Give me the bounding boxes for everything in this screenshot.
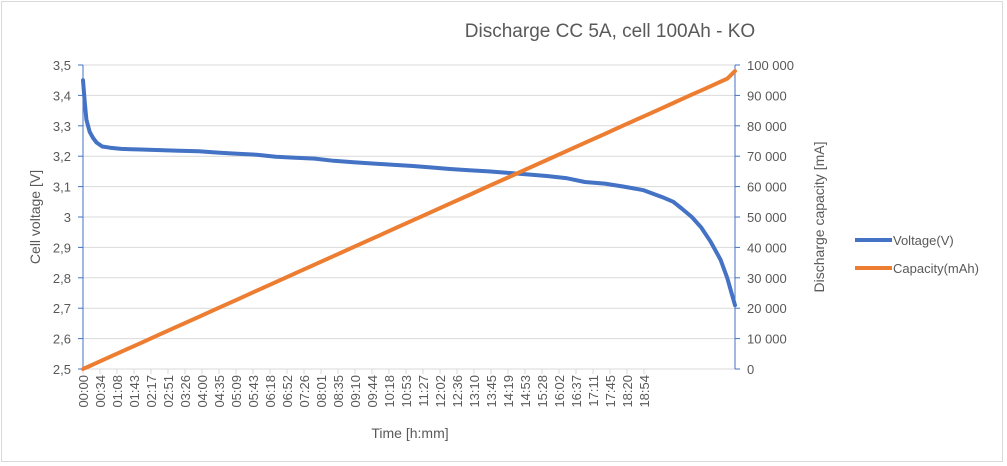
x-tick-label: 05:09 — [229, 375, 244, 408]
x-tick-label: 04:35 — [212, 375, 227, 408]
x-tick-label: 01:08 — [110, 375, 125, 408]
x-tick-label: 10:18 — [382, 375, 397, 408]
series-line-voltage — [81, 78, 737, 308]
y2-tick-label: 40 000 — [747, 240, 787, 255]
x-tick-label: 15:28 — [535, 375, 550, 408]
x-tick-label: 17:45 — [603, 375, 618, 408]
x-tick-label: 09:10 — [348, 375, 363, 408]
y-tick-label: 2,8 — [53, 271, 71, 286]
y2-tick-label: 30 000 — [747, 271, 787, 286]
x-tick-label: 10:53 — [399, 375, 414, 408]
y2-tick-label: 80 000 — [747, 119, 787, 134]
x-tick-label: 14:53 — [518, 375, 533, 408]
x-tick-label: 06:52 — [280, 375, 295, 408]
x-tick-label: 02:51 — [161, 375, 176, 408]
y-tick-label: 2,6 — [53, 332, 71, 347]
y-tick-label: 3,4 — [53, 88, 71, 103]
x-axis: 00:00 00:34 01:08 01:43 02:17 02:51 03:26 04:00… — [76, 368, 735, 408]
y2-tick-label: 100 000 — [747, 58, 794, 73]
y2-axis-title: Discharge capacity [mA] — [811, 142, 827, 293]
x-axis-title: Time [h:mm] — [371, 425, 448, 441]
x-tick-label: 08:35 — [331, 375, 346, 408]
y-axis-left: 2,5 2,6 2,7 2,8 2,9 3 3,1 3,2 3,3 3,4 3,5 — [53, 58, 84, 377]
x-tick-label: 13:10 — [467, 375, 482, 408]
x-tick-label: 00:00 — [76, 375, 91, 408]
chart-title: Discharge CC 5A, cell 100Ah - KO — [465, 21, 755, 42]
y2-tick-label: 70 000 — [747, 149, 787, 164]
legend-label-voltage: Voltage(V) — [893, 233, 954, 248]
x-tick-label: 12:02 — [433, 375, 448, 408]
x-tick-label: 13:45 — [484, 375, 499, 408]
y-tick-label: 2,9 — [53, 240, 71, 255]
series-group — [81, 69, 737, 371]
legend-label-capacity: Capacity(mAh) — [893, 261, 979, 276]
y2-tick-label: 90 000 — [747, 88, 787, 103]
y-tick-label: 3,1 — [53, 180, 71, 195]
x-tick-label: 14:19 — [501, 375, 516, 408]
y-axis-title: Cell voltage [V] — [27, 170, 43, 264]
x-tick-label: 00:34 — [93, 375, 108, 408]
y2-tick-label: 10 000 — [747, 332, 787, 347]
y-tick-label: 3 — [64, 210, 71, 225]
x-tick-label: 12:36 — [450, 375, 465, 408]
x-tick-label: 11:27 — [416, 375, 431, 407]
legend: Voltage(V) Capacity(mAh) — [855, 233, 979, 276]
x-tick-label: 17:11 — [586, 375, 601, 407]
x-tick-label: 16:37 — [569, 375, 584, 408]
y2-tick-label: 60 000 — [747, 180, 787, 195]
y2-tick-label: 0 — [747, 362, 754, 377]
x-tick-label: 01:43 — [127, 375, 142, 408]
y-tick-label: 3,3 — [53, 119, 71, 134]
legend-item-capacity[interactable]: Capacity(mAh) — [855, 261, 979, 276]
x-tick-label: 04:00 — [195, 375, 210, 408]
x-tick-label: 06:18 — [263, 375, 278, 408]
x-tick-label: 02:17 — [144, 375, 159, 408]
y-tick-label: 3,5 — [53, 58, 71, 73]
y-tick-label: 2,5 — [53, 362, 71, 377]
x-tick-label: 07:26 — [297, 375, 312, 408]
x-tick-label: 16:02 — [552, 375, 567, 408]
y2-tick-label: 20 000 — [747, 301, 787, 316]
x-tick-label: 18:54 — [637, 375, 652, 408]
x-tick-label: 18:20 — [620, 375, 635, 408]
x-tick-label: 05:43 — [246, 375, 261, 408]
x-tick-label: 09:44 — [365, 375, 380, 408]
legend-item-voltage[interactable]: Voltage(V) — [855, 233, 954, 248]
y-tick-label: 3,2 — [53, 149, 71, 164]
x-tick-label: 03:26 — [178, 375, 193, 408]
series-line-capacity — [81, 69, 737, 371]
x-tick-label: 08:01 — [314, 375, 329, 408]
y2-tick-label: 50 000 — [747, 210, 787, 225]
y-axis-right: 0 10 000 20 000 30 000 40 000 50 000 60 000 70 … — [734, 58, 794, 377]
y-tick-label: 2,7 — [53, 301, 71, 316]
